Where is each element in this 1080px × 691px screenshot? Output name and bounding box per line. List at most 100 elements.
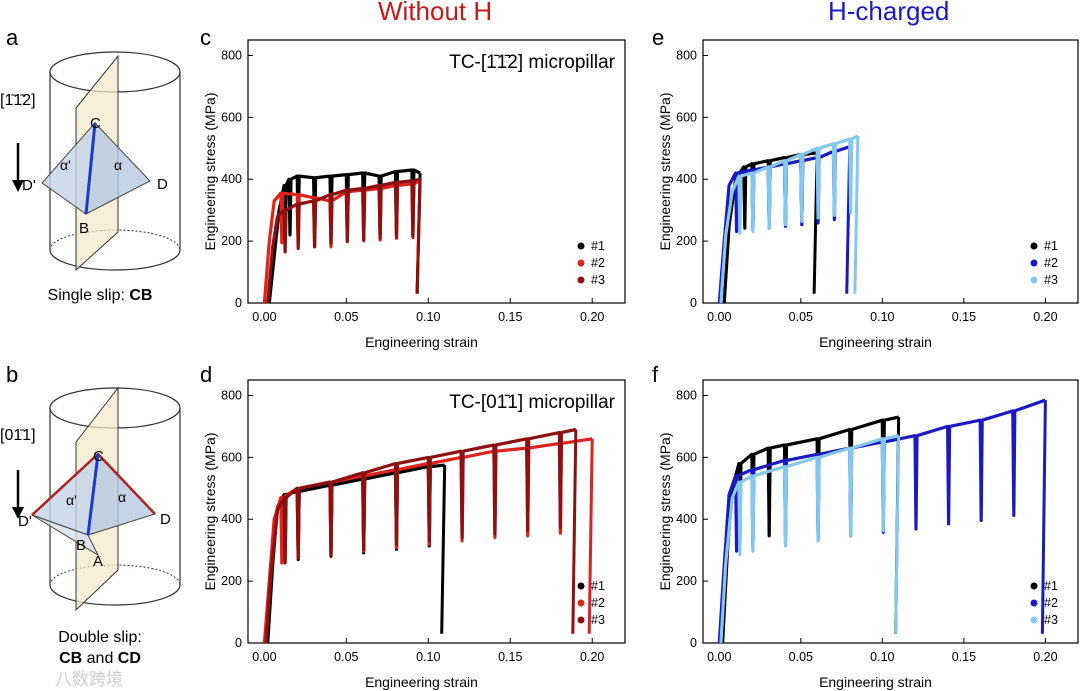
chart-f-ylabel: Engineering stress (MPa) <box>657 433 673 591</box>
chart-f-xtick-label: 0.00 <box>707 650 731 664</box>
chart-e-series-3-unload <box>853 135 860 294</box>
angle-alpha-b: α <box>118 489 126 505</box>
chart-f-series-2-unload <box>1040 400 1047 634</box>
caption-a-text: Single slip: <box>47 287 130 304</box>
chart-c-legend-marker <box>577 242 585 250</box>
chart-e-legend-label: #1 <box>1044 239 1058 253</box>
chart-c-series-3-line <box>266 177 421 304</box>
chart-d-xlabel: Engineering strain <box>365 674 478 690</box>
chart-c-legend-marker <box>577 259 585 267</box>
chart-f-legend-marker <box>1030 599 1038 607</box>
chart-d-annotation: TC-[01̄1] micropillar <box>449 392 615 413</box>
slip-cb-b <box>86 453 100 536</box>
panel-letter-f: f <box>652 362 659 387</box>
caption-b-line2: CB and CD <box>0 648 200 669</box>
point-c-a: C <box>90 115 101 132</box>
chart-d-xtick-label: 0.10 <box>416 650 440 664</box>
point-d-b: D <box>160 511 171 528</box>
chart-f-xtick-label: 0.20 <box>1033 650 1057 664</box>
chart-d-series-3-line <box>264 427 577 644</box>
panel-letter-c: c <box>200 25 211 50</box>
chart-d-legend-label: #2 <box>591 596 605 610</box>
chart-d-ytick-label: 200 <box>221 574 242 588</box>
chart-e-ytick-label: 600 <box>676 110 697 124</box>
chart-c-xtick-label: 0.15 <box>498 310 522 324</box>
chart-e-xlabel: Engineering strain <box>819 334 932 350</box>
chart-d-legend-marker <box>577 582 585 590</box>
chart-e-xtick-label: 0.15 <box>952 310 976 324</box>
chart-e-ytick-label: 200 <box>676 234 697 248</box>
schematic-a: [1̄1̄2] C D' D B α' α <box>0 51 181 272</box>
chart-d-ytick-label: 800 <box>221 388 242 402</box>
slip-cb-a <box>84 122 97 215</box>
chart-c-ytick-label: 600 <box>221 110 242 124</box>
chart-c-ylabel: Engineering stress (MPa) <box>202 93 218 251</box>
angle-alpha-a: α <box>114 157 122 173</box>
chart-e-ytick-label: 800 <box>676 48 697 62</box>
angle-alpha-prime-b: α' <box>66 492 77 508</box>
chart-d-legend-label: #3 <box>591 613 605 627</box>
direction-label-a: [1̄1̄2] <box>0 92 36 109</box>
chart-f-legend-marker <box>1030 616 1038 624</box>
chart-d-xtick-label: 0.20 <box>580 650 604 664</box>
chart-e-xtick-label: 0.20 <box>1033 310 1057 324</box>
chart-c-xtick-label: 0.10 <box>416 310 440 324</box>
chart-c-legend-label: #3 <box>591 273 605 287</box>
schematic-b: [01̄1] C D' D B A α' α <box>0 386 181 612</box>
chart-d-series-2-unload <box>587 438 594 634</box>
chart-e-legend-label: #3 <box>1044 273 1058 287</box>
direction-label-b: [01̄1] <box>0 427 36 444</box>
chart-e-xtick-label: 0.05 <box>789 310 813 324</box>
chart-c-ytick-label: 200 <box>221 234 242 248</box>
chart-e-xtick-label: 0.10 <box>870 310 894 324</box>
chart-f-series-3-unload <box>894 435 901 634</box>
point-b-a: B <box>79 220 89 237</box>
chart-e-legend-marker <box>1030 259 1038 267</box>
chart-e-frame <box>702 39 1079 304</box>
chart-d-ylabel: Engineering stress (MPa) <box>202 433 218 591</box>
chart-d-ytick-label: 0 <box>235 636 242 650</box>
column-title-h-charged: H-charged <box>828 0 950 26</box>
chart-f-ytick-label: 0 <box>690 636 697 650</box>
chart-f-legend-label: #1 <box>1044 579 1058 593</box>
chart-c-series-3-unload <box>415 179 422 294</box>
slip-cdprime-b <box>31 453 99 516</box>
chart-f-legend-marker <box>1030 582 1038 590</box>
point-b-b: B <box>76 537 86 554</box>
caption-b-bold1: CB <box>59 650 83 667</box>
chart-c-annotation: TC-[1̄1̄2] micropillar <box>449 52 615 73</box>
chart-d-xtick-label: 0.15 <box>498 650 522 664</box>
caption-b-bold2: CD <box>117 650 141 667</box>
chart-c-ytick-label: 400 <box>221 172 242 186</box>
chart-f-legend-label: #3 <box>1044 613 1058 627</box>
angle-alpha-prime-a: α' <box>60 157 71 173</box>
chart-f-xlabel: Engineering strain <box>819 674 932 690</box>
caption-b: Double slip: CB and CD <box>0 627 200 669</box>
chart-f-series-3-line <box>719 434 900 644</box>
point-c-b: C <box>93 448 104 465</box>
chart-f-ytick-label: 400 <box>676 512 697 526</box>
panel-letter-b: b <box>6 362 19 387</box>
chart-d-legend-marker <box>577 616 585 624</box>
caption-a-bold: CB <box>129 287 153 304</box>
chart-e-xtick-label: 0.00 <box>707 310 731 324</box>
chart-c-legend-label: #1 <box>591 239 605 253</box>
chart-d-xtick-label: 0.05 <box>334 650 358 664</box>
slip-cd-b <box>97 453 156 515</box>
point-dprime-a: D' <box>22 177 36 194</box>
chart-c-legend-label: #2 <box>591 256 605 270</box>
chart-d-frame <box>247 379 626 644</box>
watermark: 八数跨境 <box>55 670 123 689</box>
chart-f-ytick-label: 200 <box>676 574 697 588</box>
caption-a: Single slip: CB <box>0 287 200 305</box>
panel-letter-d: d <box>200 362 213 387</box>
chart-d-xtick-label: 0.00 <box>252 650 276 664</box>
caption-b-and: and <box>82 650 118 667</box>
chart-c-xtick-label: 0.00 <box>252 310 276 324</box>
chart-c-ytick-label: 0 <box>235 296 242 310</box>
chart-f-series-1-line <box>721 415 900 644</box>
chart-d-legend-label: #1 <box>591 579 605 593</box>
